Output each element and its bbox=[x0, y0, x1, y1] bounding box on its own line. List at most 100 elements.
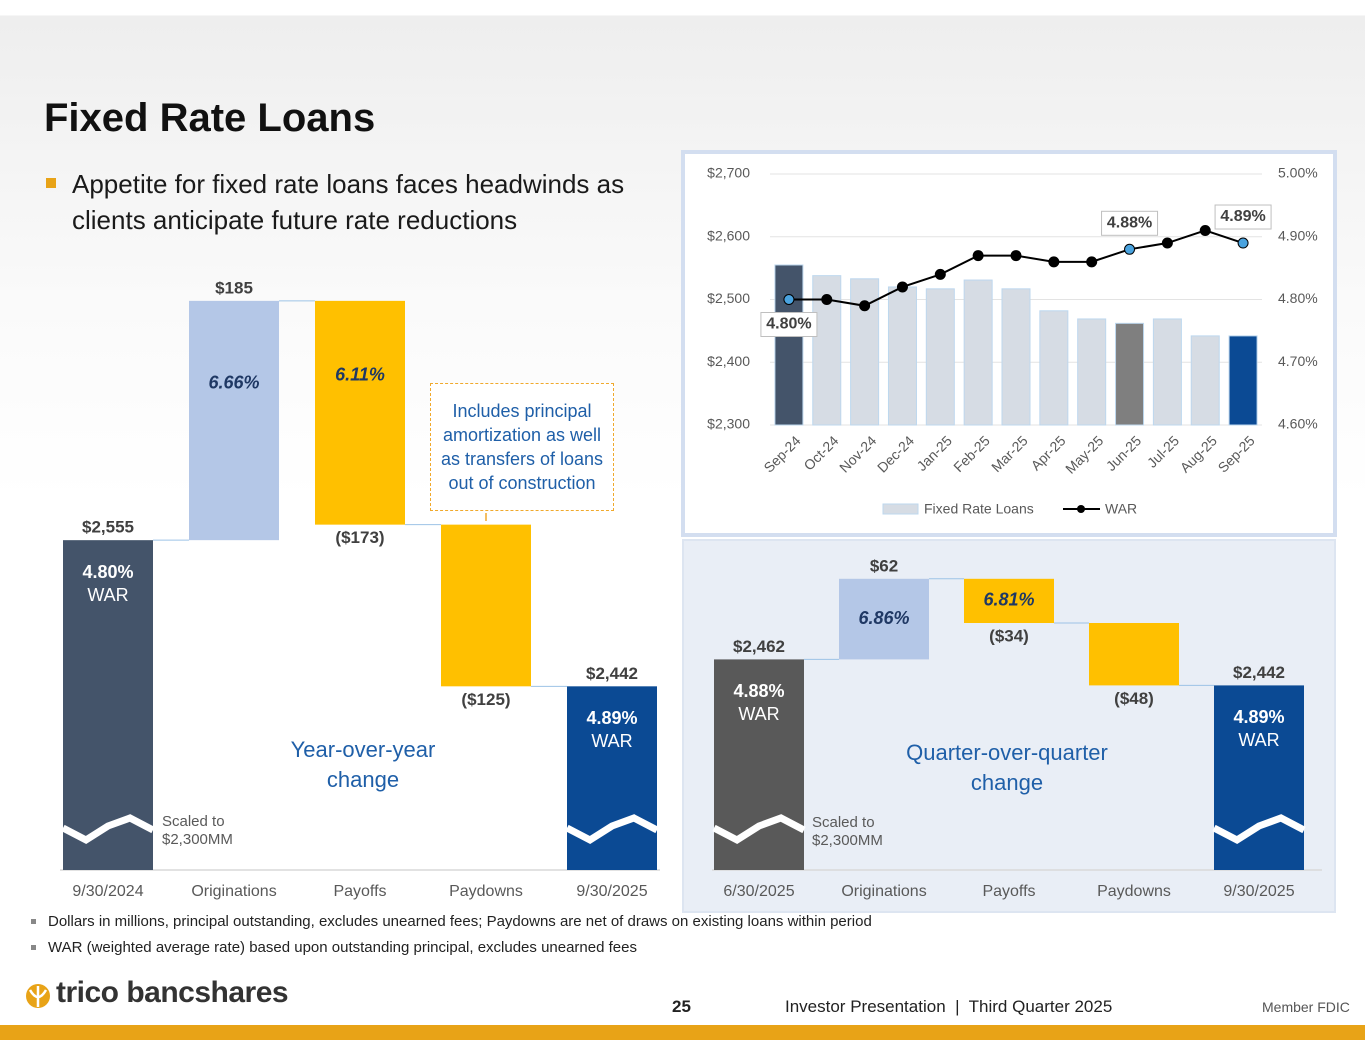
logo-icon bbox=[26, 984, 50, 1008]
marker bbox=[1161, 237, 1173, 249]
footnote: Dollars in millions, principal outstandi… bbox=[48, 913, 872, 930]
annotation: Quarter-over-quarter change bbox=[906, 740, 1108, 795]
bar bbox=[925, 288, 955, 426]
data-label: 4.88% bbox=[1107, 215, 1152, 232]
scale-break bbox=[1212, 814, 1306, 845]
data-label-box bbox=[1214, 204, 1272, 230]
rate-label: 4.88% bbox=[733, 681, 784, 701]
marker bbox=[1010, 250, 1022, 262]
bar bbox=[441, 524, 531, 687]
y-tick-label: $2,600 bbox=[707, 227, 750, 243]
bullet-text: Appetite for fixed rate loans faces head… bbox=[72, 169, 625, 235]
value-label: $185 bbox=[215, 278, 253, 297]
footnote-marker bbox=[31, 919, 36, 924]
value-label: $2,442 bbox=[586, 664, 638, 683]
annotation: Scaled to $2,300MM bbox=[812, 814, 883, 849]
legend-label: Fixed Rate Loans bbox=[924, 501, 1034, 517]
bar bbox=[839, 578, 929, 660]
x-tick-label: Paydowns bbox=[1097, 883, 1171, 900]
bar bbox=[1001, 288, 1031, 426]
x-tick-label: 9/30/2025 bbox=[1223, 883, 1294, 900]
value-label: $2,462 bbox=[733, 637, 785, 656]
bar bbox=[1152, 318, 1182, 426]
marker bbox=[1199, 224, 1211, 236]
rate-caption: WAR bbox=[87, 585, 128, 605]
rate-caption: WAR bbox=[591, 731, 632, 751]
value-label: ($48) bbox=[1114, 689, 1154, 708]
y-tick-label: $2,500 bbox=[707, 290, 750, 306]
rate-label: 4.89% bbox=[586, 708, 637, 728]
bar bbox=[189, 300, 279, 541]
marker bbox=[783, 294, 795, 305]
x-tick-label: 9/30/2025 bbox=[576, 883, 647, 900]
footnote-marker bbox=[31, 945, 36, 950]
bar bbox=[63, 540, 153, 870]
data-label-box bbox=[1101, 210, 1159, 236]
value-label: ($173) bbox=[335, 528, 384, 547]
page-number: 25 bbox=[672, 997, 691, 1016]
y2-tick-label: 4.90% bbox=[1278, 227, 1318, 243]
bar bbox=[963, 279, 993, 426]
data-label: 4.80% bbox=[766, 316, 811, 333]
marker bbox=[1048, 256, 1060, 268]
x-tick-label: Paydowns bbox=[449, 883, 523, 900]
footer-bar bbox=[0, 1025, 1365, 1040]
marker bbox=[859, 300, 871, 312]
rate-label: 6.86% bbox=[858, 608, 909, 628]
x-tick-label: Originations bbox=[191, 883, 276, 900]
x-tick-label: Payoffs bbox=[982, 883, 1035, 900]
data-label: 4.89% bbox=[1220, 208, 1265, 225]
bar bbox=[1190, 335, 1220, 426]
logo-text: trico bancshares bbox=[56, 976, 289, 1009]
rate-label: 4.89% bbox=[1233, 707, 1284, 727]
marker bbox=[1237, 237, 1249, 249]
value-label: $62 bbox=[870, 556, 898, 575]
value-label: $2,442 bbox=[1233, 663, 1285, 682]
rate-caption: WAR bbox=[738, 704, 779, 724]
value-label: $2,555 bbox=[82, 518, 134, 537]
x-tick-label: Payoffs bbox=[333, 883, 386, 900]
y2-tick-label: 5.00% bbox=[1278, 165, 1318, 181]
y-tick-label: $2,700 bbox=[707, 165, 750, 181]
legend-label: WAR bbox=[1105, 501, 1137, 517]
marker bbox=[821, 294, 833, 305]
bar bbox=[1228, 335, 1258, 426]
rate-caption: WAR bbox=[1238, 730, 1279, 750]
footnote: WAR (weighted average rate) based upon o… bbox=[48, 939, 637, 956]
annotation: Scaled to $2,300MM bbox=[162, 813, 233, 848]
slide-title: Fixed Rate Loans bbox=[44, 96, 376, 140]
marker bbox=[1124, 243, 1136, 255]
bar bbox=[887, 286, 917, 426]
rate-label: 6.66% bbox=[208, 372, 259, 392]
bar bbox=[964, 578, 1054, 623]
bullet-marker bbox=[46, 178, 56, 188]
y2-tick-label: 4.70% bbox=[1278, 353, 1318, 369]
bar bbox=[315, 300, 405, 525]
y2-tick-label: 4.80% bbox=[1278, 290, 1318, 306]
legend-swatch bbox=[882, 503, 919, 515]
scale-break bbox=[712, 814, 806, 845]
footer-text: Investor Presentation | Third Quarter 20… bbox=[785, 997, 1113, 1016]
x-tick-label: 6/30/2025 bbox=[723, 883, 794, 900]
member-fdic: Member FDIC bbox=[1262, 999, 1350, 1015]
data-label-box bbox=[760, 312, 818, 337]
rate-label: 4.80% bbox=[82, 562, 133, 582]
x-tick-label: Originations bbox=[841, 883, 926, 900]
bar bbox=[1077, 318, 1107, 426]
scale-break bbox=[61, 814, 155, 845]
rate-label: 6.11% bbox=[335, 365, 385, 385]
annotation-box: Includes principal amortization as well … bbox=[430, 383, 614, 511]
bar bbox=[774, 264, 804, 426]
bar bbox=[1039, 310, 1069, 426]
marker bbox=[934, 268, 946, 280]
y2-tick-label: 4.60% bbox=[1278, 416, 1318, 432]
bar bbox=[1115, 322, 1145, 426]
rate-label: 6.81% bbox=[983, 590, 1034, 610]
y-tick-label: $2,400 bbox=[707, 353, 750, 369]
marker bbox=[972, 250, 984, 262]
value-label: ($125) bbox=[461, 690, 510, 709]
value-label: ($34) bbox=[989, 626, 1029, 645]
marker bbox=[1086, 256, 1098, 268]
bar bbox=[1089, 623, 1179, 686]
